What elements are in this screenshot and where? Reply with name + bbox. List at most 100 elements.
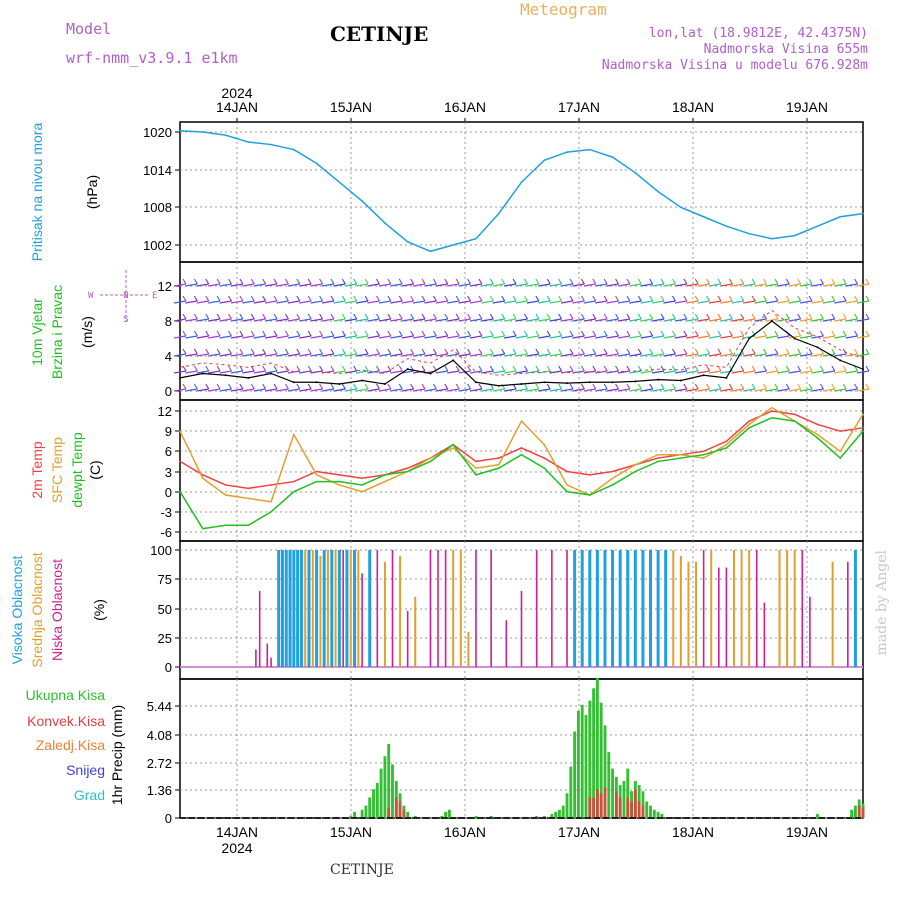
wind-barb (845, 283, 858, 287)
wind-barb (560, 388, 574, 392)
temp-point-1-20 (634, 463, 637, 466)
wind-barb-flag (637, 278, 642, 285)
ytick-label-4-3: 1.36 (147, 783, 172, 798)
wind-barb (367, 318, 380, 322)
temp-point-2-11 (429, 460, 432, 463)
wind-barb (185, 370, 198, 374)
bottom-day-label-3: 17JAN (558, 824, 600, 840)
wind-barb-flag (603, 330, 608, 337)
wind-barb-flag (672, 330, 676, 337)
wind-barb-flag (273, 348, 278, 355)
precip-legend-1: Konvek.Kisa (27, 713, 105, 729)
wind-barb (731, 388, 744, 392)
wind-barb-flag (728, 295, 733, 302)
wind-barb (708, 388, 722, 392)
wind-barb-flag (364, 278, 369, 285)
cloud-low-bar-23 (763, 602, 766, 667)
wind-barb-flag (216, 278, 221, 285)
wind-barb (731, 353, 744, 357)
wind-barb-flag (250, 383, 255, 390)
cloud-mid-bar-24 (831, 561, 834, 667)
top-day-label-4: 18JAN (672, 99, 714, 115)
cloud-high-bar-7 (307, 550, 311, 667)
wind-barb-flag (831, 295, 836, 302)
wind-barb-flag (376, 313, 380, 320)
cloud-low-bar-25 (809, 596, 811, 667)
wind-barb-flag (262, 348, 267, 355)
temp-point-1-17 (566, 484, 568, 486)
wind-barb-flag (785, 383, 790, 390)
wind-barb-flag (740, 295, 745, 302)
temp-point-2-21 (657, 460, 659, 463)
cloud-high-bar-18 (595, 550, 599, 667)
wind-barb-flag (489, 348, 494, 355)
wind-barb (333, 353, 346, 357)
wind-barb (777, 283, 790, 287)
wind-barb-flag (660, 383, 665, 390)
wind-barb-flag (569, 330, 574, 337)
page-title: CETINJE (330, 22, 429, 46)
wind-barb-flag (763, 330, 768, 337)
wind-barb (242, 388, 255, 392)
temp-point-0-14 (497, 457, 500, 459)
temp-point-2-7 (338, 480, 341, 483)
cloud-mid-bar-21 (778, 550, 781, 667)
wind-barb-flag (592, 365, 597, 372)
wind-barb-flag (842, 330, 847, 337)
wind-barb-flag (626, 365, 631, 372)
wind-barb (822, 388, 835, 392)
wind-barb (276, 318, 289, 322)
wind-barb-flag (341, 365, 346, 372)
cloud-high-bar-8 (315, 550, 319, 667)
wind-barb-flag (694, 295, 699, 302)
wind-barb-flag (683, 330, 688, 337)
wind-barb (481, 370, 494, 374)
wind-barb (731, 370, 744, 374)
wind-barb (708, 283, 722, 287)
wind-barb (686, 388, 699, 392)
wind-barb (799, 335, 813, 339)
wind-barb-flag (330, 330, 335, 337)
wind-barb-flag (580, 330, 585, 337)
wind-barb-flag (398, 383, 403, 390)
wind-barb-flag (558, 348, 563, 355)
wind-barb (538, 335, 551, 339)
wind-barb (560, 318, 574, 322)
wind-barb-flag (512, 330, 517, 337)
panel-frame-0 (179, 121, 864, 263)
ytick-label-3-1: 75 (158, 572, 172, 587)
wind-speed-point-13 (474, 381, 477, 384)
temp-point-1-28 (816, 433, 819, 436)
temp-point-1-26 (771, 406, 773, 409)
wind-barb (743, 300, 756, 304)
wind-barb-flag (842, 313, 847, 320)
wind-barb (276, 353, 289, 357)
wind-barb-flag (478, 313, 483, 320)
wind-barb-flag (376, 295, 380, 302)
wind-barb (390, 353, 403, 357)
wind-barb-flag (330, 278, 335, 285)
wind-barb-flag (250, 278, 255, 285)
wind-barb-flag (672, 365, 676, 372)
wind-barb-flag (307, 348, 312, 355)
wind-barb (754, 370, 767, 374)
top-day-label-2: 16JAN (444, 99, 486, 115)
wind-barb (697, 335, 710, 339)
wind-barb (196, 283, 209, 287)
cloud-high-bar-20 (611, 550, 615, 667)
precip-total-bar-0 (349, 815, 353, 818)
wind-barb (356, 335, 369, 339)
wind-barb (378, 283, 392, 287)
cloud-high-bar-26 (656, 550, 660, 667)
cloud-ylabel-mid: Srednja Oblacnost (29, 552, 45, 667)
temp-point-1-13 (475, 467, 477, 469)
precip-conv-bar-9 (614, 791, 618, 818)
wind-barb (310, 388, 323, 392)
wind-barb (856, 283, 870, 287)
wind-barb-flag (569, 365, 574, 372)
temp-point-2-16 (543, 467, 546, 469)
wind-barb (230, 370, 244, 374)
precip-conv-bar-0 (387, 807, 391, 818)
wind-barb (708, 335, 722, 339)
wind-barb-flag (444, 278, 449, 285)
